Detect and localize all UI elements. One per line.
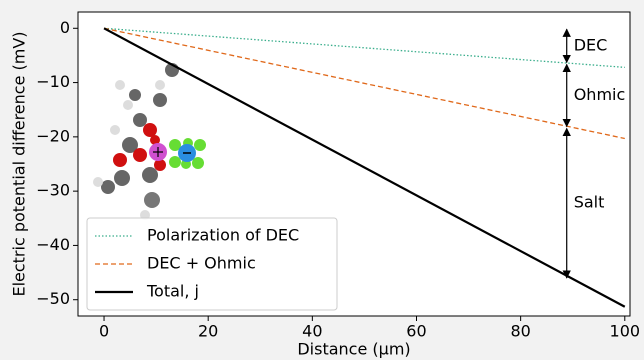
x-axis-label: Distance (µm): [297, 340, 410, 359]
y-tick-label: −40: [36, 235, 70, 254]
x-tick-label: 100: [610, 322, 641, 341]
y-tick-label: −20: [36, 126, 70, 145]
x-tick-label: 40: [302, 322, 322, 341]
y-axis-label: Electric potential difference (mV): [10, 31, 29, 296]
annotation-label: Ohmic: [574, 85, 626, 104]
x-tick-label: 80: [510, 322, 530, 341]
y-tick-label: −50: [36, 289, 70, 308]
y-tick-label: 0: [60, 18, 70, 37]
legend-label: Polarization of DEC: [147, 226, 299, 245]
annotation-label: DEC: [574, 35, 608, 54]
legend-label: DEC + Ohmic: [147, 254, 256, 273]
chart: Distance (µm) Electric potential differe…: [0, 0, 644, 360]
x-tick-label: 20: [198, 322, 218, 341]
x-tick-label: 0: [99, 322, 109, 341]
y-tick-label: −30: [36, 181, 70, 200]
annotation-label: Salt: [574, 193, 605, 212]
y-tick-label: −10: [36, 72, 70, 91]
legend-label: Total, j: [146, 282, 199, 301]
x-tick-label: 60: [406, 322, 426, 341]
